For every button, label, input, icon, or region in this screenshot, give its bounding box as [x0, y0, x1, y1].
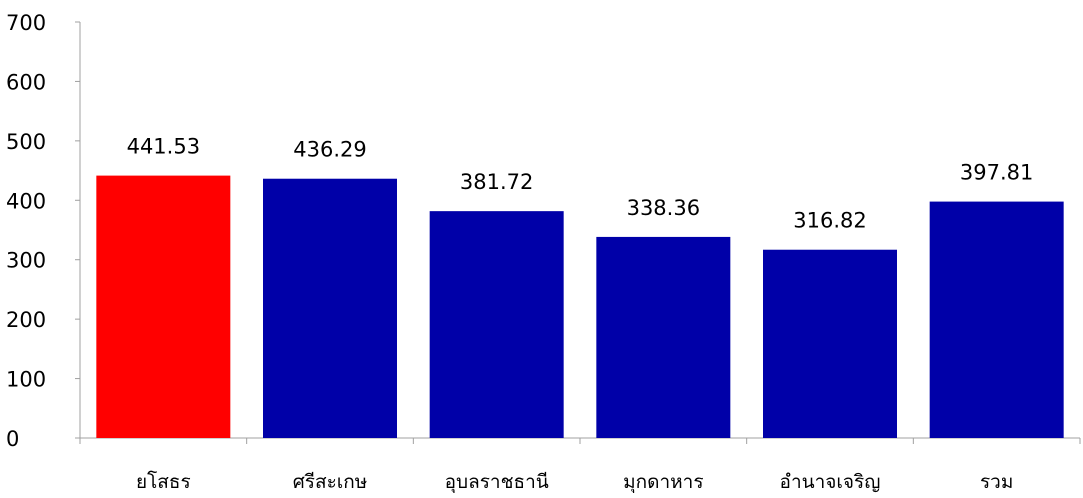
- data-label: 316.82: [793, 209, 866, 233]
- data-label: 441.53: [127, 135, 200, 159]
- y-tick-label: 700: [6, 11, 46, 35]
- bar-series: [96, 175, 1064, 438]
- y-tick-label: 0: [6, 427, 19, 451]
- category-label: อำนาจเจริญ: [780, 471, 881, 493]
- bar: [96, 175, 231, 438]
- category-labels: ยโสธร ศรีสะเกษ อุบลราชธานี มุกดาหาร อำนาจเจร…: [136, 470, 1013, 494]
- data-labels: 441.53 436.29 381.72 338.36 316.82 397.81: [127, 135, 1034, 233]
- bar: [763, 249, 897, 438]
- y-tick-label: 500: [6, 130, 46, 154]
- y-tick-label: 200: [6, 308, 46, 332]
- x-axis-ticks: [79, 438, 1081, 444]
- category-label: มุกดาหาร: [623, 471, 703, 494]
- y-tick-label: 300: [6, 249, 46, 273]
- bar: [429, 211, 564, 438]
- data-label: 381.72: [460, 170, 533, 194]
- y-tick-label: 600: [6, 70, 46, 94]
- category-label: ศรีสะเกษ: [293, 471, 368, 493]
- data-label: 436.29: [293, 138, 366, 162]
- category-label: รวม: [980, 471, 1013, 493]
- data-label: 397.81: [960, 161, 1033, 185]
- bar: [929, 201, 1064, 438]
- category-label: อุบลราชธานี: [445, 471, 549, 494]
- data-label: 338.36: [627, 196, 700, 220]
- bar: [263, 178, 397, 438]
- bar: [596, 236, 731, 438]
- y-tick-label: 100: [6, 368, 46, 392]
- y-axis-ticks: 0 100 200 300 400 500 600 700: [6, 11, 80, 451]
- category-label: ยโสธร: [136, 470, 191, 493]
- y-tick-label: 400: [6, 189, 46, 213]
